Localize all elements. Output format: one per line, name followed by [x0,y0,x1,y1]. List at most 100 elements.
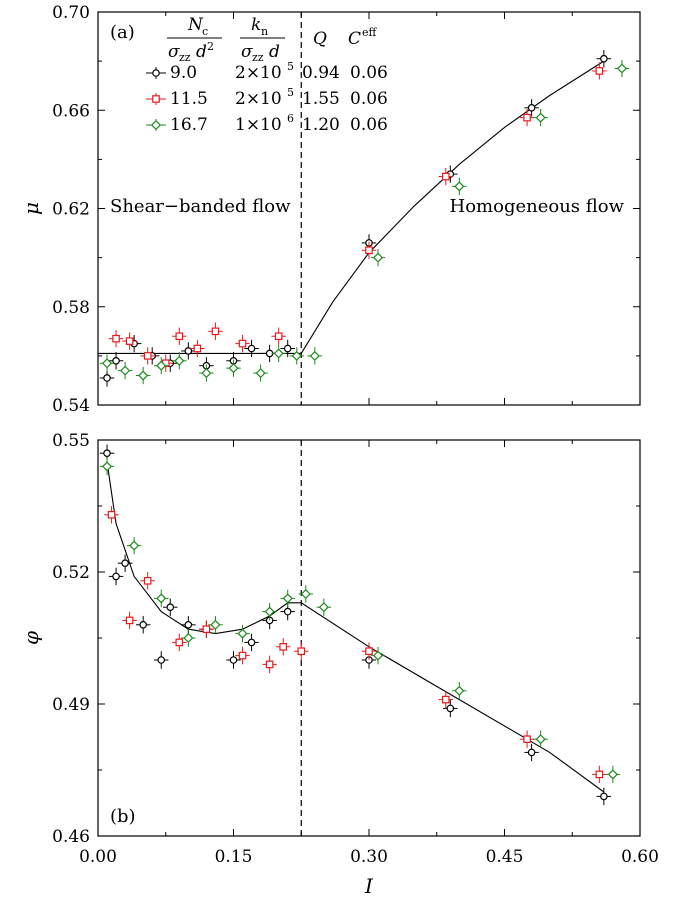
data-point [365,246,373,255]
data-point [265,660,274,669]
data-point [129,540,140,551]
y-tick-label: 0.55 [52,431,90,451]
legend-header-kn-den-tail: d [269,42,280,62]
data-point [523,735,531,744]
legend-c: 0.06 [350,63,388,83]
data-point [365,647,373,656]
data-point [139,620,147,629]
data-point [600,54,608,63]
x-tick-label: 0.45 [486,847,524,867]
series-2 [108,62,607,372]
y-tick-label: 0.54 [52,396,90,416]
data-point [454,685,465,696]
y-tick-label: 0.70 [52,3,90,23]
x-tick-label: 0.30 [350,847,388,867]
data-point [300,588,311,600]
data-point [441,695,450,704]
legend-header-kn-den: σ [241,42,253,62]
legend-kn-exp: 5 [287,60,294,73]
series-2 [104,506,607,784]
data-point [372,252,384,263]
data-point [120,365,131,376]
legend-q: 1.55 [302,89,340,109]
legend-c: 0.06 [350,115,388,135]
y-axis-label: μ [19,202,43,215]
annotation-shear-banded: Shear−banded flow [110,196,291,217]
legend-header-kn-sub: n [261,25,268,38]
data-point [184,620,193,629]
data-point [143,352,152,360]
data-point [156,593,167,604]
data-point [125,616,134,625]
legend-q: 1.20 [302,115,340,135]
data-point [103,449,111,458]
y-tick-label: 0.49 [52,695,90,715]
panel-b: 0.46 0.49 0.52 0.55 0.00 0.15 0.30 0.45 0.60 φ I (b… [19,431,659,898]
data-point [255,368,266,379]
legend-nc: 9.0 [170,63,197,83]
y-tick-label: 0.58 [52,298,90,318]
y-tick-label: 0.46 [52,827,90,847]
legend-header-c-sup: eff [362,26,378,39]
y-tick-label: 0.52 [52,563,90,583]
data-point [112,356,120,365]
data-point [291,350,302,361]
legend-marker [152,95,160,103]
annotation-homogeneous: Homogeneous flow [450,196,625,217]
data-point [600,792,608,801]
data-point [166,603,175,612]
data-point [211,327,220,336]
legend-header-nc-den-sub: zz [179,51,191,64]
data-point [238,339,247,348]
data-point [193,344,202,353]
legend-nc: 11.5 [170,89,208,109]
series-3 [99,457,621,784]
data-point [616,63,627,74]
panel-label: (a) [110,22,135,43]
data-point [184,347,193,355]
data-point [201,368,212,379]
legend-marker [152,69,160,77]
x-axis-label: I [364,874,374,898]
data-point [264,606,275,617]
y-tick-label: 0.62 [52,200,90,220]
data-point [283,344,292,353]
data-point [175,332,184,341]
data-point [183,632,194,644]
data-point [273,348,284,359]
legend-header-c: C [348,29,361,49]
x-tick-label: 0.00 [79,847,117,867]
legend-header-nc-sub: c [202,25,208,38]
data-point [202,625,211,634]
series-1 [99,444,612,806]
legend-q: 0.94 [302,63,340,83]
x-tick-label: 0.60 [621,847,659,867]
data-point [237,628,248,639]
data-point [535,112,546,123]
y-tick-label: 0.66 [52,101,90,121]
data-point [247,638,256,647]
data-point [121,559,129,568]
fit-curve [106,461,605,793]
data-point [279,642,287,651]
data-point [101,461,113,472]
data-point [535,734,546,745]
data-point [441,172,450,181]
legend-nc: 16.7 [170,115,208,135]
legend-header-nc-den: σ [168,42,180,62]
data-point [107,511,116,519]
data-point [103,374,111,382]
data-point [454,181,465,192]
legend-kn-exp: 6 [287,112,294,125]
data-point [607,769,618,780]
legend-header-kn-den-sub: zz [252,51,264,64]
data-point [143,576,152,585]
legend-header-nc-den-sup: 2 [207,40,214,53]
panel-label: (b) [110,806,136,827]
data-point [595,67,604,75]
legend-kn: 2×10 [235,89,282,109]
data-point [228,363,239,374]
data-point [238,651,247,660]
series-3 [99,59,630,385]
